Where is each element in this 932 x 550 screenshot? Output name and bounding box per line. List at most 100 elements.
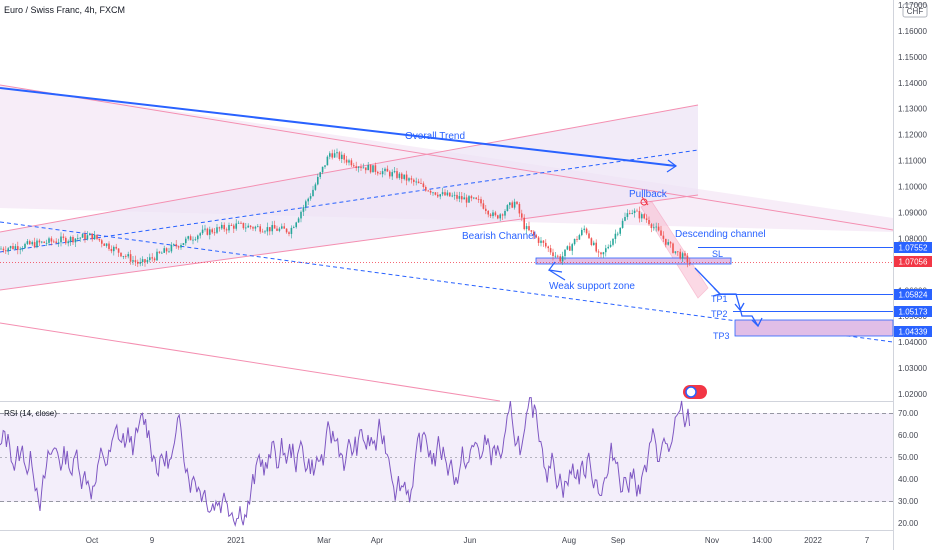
candle-body bbox=[209, 229, 211, 235]
candle-body bbox=[559, 256, 561, 262]
candle-body bbox=[132, 260, 134, 262]
candle-body bbox=[158, 251, 161, 253]
candle-body bbox=[223, 224, 225, 230]
candle-body bbox=[129, 254, 132, 262]
candle-body bbox=[369, 165, 372, 173]
candle-body bbox=[425, 187, 427, 191]
tp2-tag-text: 1.05173 bbox=[899, 308, 928, 317]
candle-body bbox=[211, 229, 213, 233]
tp3-target-zone bbox=[734, 319, 894, 337]
weak-support-zone bbox=[535, 257, 732, 265]
time-tick-label: Oct bbox=[86, 536, 99, 545]
time-tick-label: 2021 bbox=[227, 536, 245, 545]
rsi-indicator-label[interactable]: RSI (14, close) bbox=[4, 409, 57, 418]
candle-body bbox=[413, 179, 415, 182]
candle-body bbox=[161, 252, 163, 254]
time-tick-label: 7 bbox=[865, 536, 870, 545]
candle-body bbox=[681, 253, 684, 259]
time-tick-label: 9 bbox=[150, 536, 155, 545]
candle-body bbox=[482, 203, 485, 209]
candle-body bbox=[153, 258, 156, 261]
candle-body bbox=[127, 254, 129, 257]
price-tick-label: 1.03000 bbox=[898, 364, 927, 373]
rsi-tick-label: 70.00 bbox=[898, 409, 919, 418]
candle-body bbox=[98, 238, 101, 241]
candle-body bbox=[523, 217, 525, 230]
candle-body bbox=[0, 248, 2, 250]
candle-body bbox=[300, 211, 302, 219]
candle-body bbox=[314, 184, 317, 190]
descending-channel bbox=[640, 201, 709, 299]
sl-tag-bg bbox=[894, 242, 932, 253]
time-tick-label: Nov bbox=[705, 536, 719, 545]
price-axis[interactable]: 1.17000 1.16000 1.15000 1.14000 1.13000 1.120… bbox=[898, 1, 927, 399]
candle-body bbox=[173, 244, 175, 246]
candle-body bbox=[377, 171, 379, 174]
candle-body bbox=[177, 246, 180, 248]
candle-body bbox=[321, 166, 324, 173]
lower-channel-line bbox=[0, 322, 501, 402]
candle-body bbox=[45, 242, 48, 244]
candle-body bbox=[511, 202, 513, 208]
rsi-tick-label: 60.00 bbox=[898, 431, 919, 440]
candle-body bbox=[451, 195, 453, 197]
candle-body bbox=[65, 237, 67, 244]
candle-body bbox=[588, 233, 590, 239]
candle-body bbox=[391, 172, 393, 177]
rising-channel-top-line bbox=[0, 104, 699, 233]
candle-body bbox=[609, 244, 612, 247]
candle-body bbox=[569, 246, 571, 251]
candle-body bbox=[470, 196, 473, 199]
candle-body bbox=[677, 251, 679, 253]
candle-body bbox=[475, 197, 477, 200]
time-tick-label: Aug bbox=[562, 536, 576, 545]
candle-body bbox=[607, 246, 609, 249]
candle-body bbox=[600, 252, 602, 255]
candle-body bbox=[516, 201, 518, 205]
candle-body bbox=[312, 189, 314, 197]
candle-body bbox=[480, 199, 482, 204]
time-tick-label: Mar bbox=[317, 536, 331, 545]
candle-body bbox=[473, 197, 475, 199]
rsi-axis[interactable]: 70.00 60.00 50.00 40.00 30.00 20.00 bbox=[898, 409, 919, 528]
candle-body bbox=[655, 226, 657, 228]
time-axis[interactable]: Oct 9 2021 Mar Apr Jun Aug Sep Nov 14:00 2022 7 bbox=[86, 536, 870, 545]
candle-body bbox=[41, 241, 43, 243]
candle-body bbox=[561, 256, 564, 262]
candle-body bbox=[458, 196, 461, 199]
candle-body bbox=[585, 228, 588, 234]
candle-body bbox=[19, 248, 21, 250]
tp2-tag-bg bbox=[894, 306, 932, 317]
candle-body bbox=[566, 246, 569, 250]
candle-body bbox=[437, 194, 439, 197]
candle-body bbox=[571, 244, 573, 251]
candle-body bbox=[77, 238, 79, 239]
candle-body bbox=[672, 243, 674, 253]
candle-body bbox=[513, 201, 516, 208]
candle-body bbox=[465, 197, 468, 203]
candle-body bbox=[182, 243, 185, 246]
candle-body bbox=[408, 178, 410, 181]
candle-body bbox=[595, 242, 597, 252]
symbol-title[interactable]: Euro / Swiss Franc, 4h, FXCM bbox=[4, 5, 125, 15]
candle-body bbox=[55, 241, 57, 243]
price-tick-label: 1.14000 bbox=[898, 79, 927, 88]
candle-body bbox=[108, 243, 110, 249]
candle-body bbox=[120, 252, 122, 257]
candle-body bbox=[170, 244, 173, 252]
candle-body bbox=[192, 239, 194, 241]
candle-body bbox=[624, 216, 626, 221]
replay-toggle[interactable] bbox=[683, 385, 707, 399]
candle-body bbox=[641, 214, 643, 219]
tp2-price-tag: 1.05173 bbox=[894, 306, 932, 317]
candle-body bbox=[293, 227, 295, 228]
candle-body bbox=[564, 249, 566, 257]
candle-body bbox=[427, 190, 429, 192]
candle-body bbox=[617, 233, 619, 235]
candle-body bbox=[504, 210, 506, 216]
candle-body bbox=[149, 257, 151, 261]
currency-badge[interactable]: CHF bbox=[902, 3, 928, 18]
candle-body bbox=[122, 255, 125, 257]
pullback-marker-tick bbox=[641, 196, 649, 206]
